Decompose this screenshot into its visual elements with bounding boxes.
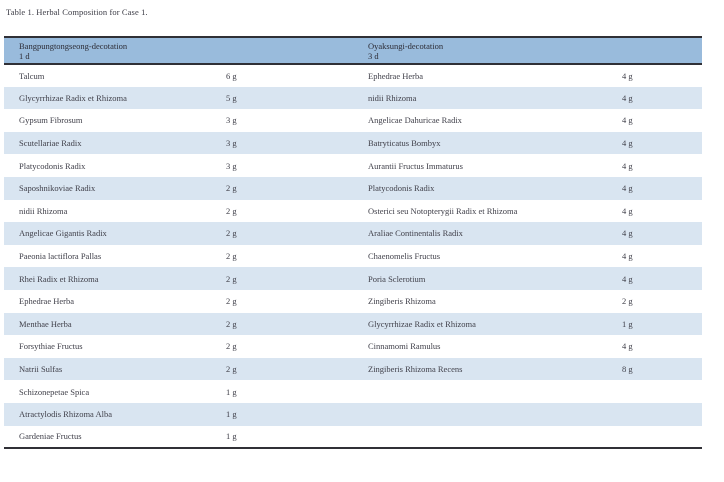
- herb-name-cell: [353, 403, 622, 426]
- herb-name-cell: Saposhnikoviae Radix: [19, 183, 96, 194]
- column-header-right: Oyaksungi-decotation 3 d: [353, 37, 702, 64]
- table-row: Glycyrrhizae Radix et Rhizoma 5 g nidii …: [4, 86, 703, 110]
- decoction-duration-left: 1 d: [19, 50, 30, 61]
- herb-name-cell: Gardeniae Fructus: [19, 431, 82, 442]
- amount-cell: 4 g: [622, 205, 633, 216]
- amount-cell: 4 g: [622, 228, 633, 239]
- herb-name-cell: Schizonepetae Spica: [19, 386, 90, 397]
- amount-cell: 2 g: [226, 296, 237, 307]
- herb-name-cell: Menthae Herba: [19, 318, 72, 329]
- amount-cell: 4 g: [622, 341, 633, 352]
- table-caption: Table 1. Herbal Composition for Case 1.: [6, 7, 148, 17]
- decoction-name-right: Oyaksungi-decotation: [368, 40, 444, 51]
- herb-name-cell: Ephedrae Herba: [19, 296, 74, 307]
- herb-name-cell: Ephedrae Herba: [368, 70, 423, 81]
- amount-cell: 2 g: [226, 205, 237, 216]
- herb-name-cell: Platycodonis Radix: [19, 160, 86, 171]
- table-row: Paeonia lactiflora Pallas 2 g Chaenomeli…: [4, 244, 703, 268]
- herb-name-cell: Aurantii Fructus Immaturus: [368, 160, 463, 171]
- table-row: Ephedrae Herba 2 g Zingiberis Rhizoma 2 …: [4, 289, 703, 313]
- herb-name-cell: Cinnamomi Ramulus: [368, 341, 441, 352]
- table-row: Atractylodis Rhizoma Alba 1 g: [4, 402, 703, 426]
- table-row: Natrii Sulfas 2 g Zingiberis Rhizoma Rec…: [4, 357, 703, 381]
- herb-name-cell: Araliae Continentalis Radix: [368, 228, 463, 239]
- amount-cell: [622, 426, 702, 449]
- amount-cell: 2 g: [226, 341, 237, 352]
- amount-cell: 4 g: [622, 183, 633, 194]
- amount-cell: 2 g: [226, 183, 237, 194]
- herb-name-cell: Forsythiae Fructus: [19, 341, 83, 352]
- amount-cell: 3 g: [226, 115, 237, 126]
- table-row: Gardeniae Fructus 1 g: [4, 425, 703, 449]
- herbal-composition-table: Bangpungtongseong-decotation 1 d Oyaksun…: [4, 36, 703, 450]
- herb-name-cell: Chaenomelis Fructus: [368, 251, 441, 262]
- table-row: Rhei Radix et Rhizoma 2 g Poria Scleroti…: [4, 267, 703, 290]
- amount-cell: 4 g: [622, 70, 633, 81]
- amount-cell: 1 g: [226, 431, 237, 442]
- herb-name-cell: Rhei Radix et Rhizoma: [19, 273, 99, 284]
- herb-name-cell: Platycodonis Radix: [368, 183, 435, 194]
- herb-name-cell: Natrii Sulfas: [19, 364, 63, 375]
- column-header-left: Bangpungtongseong-decotation 1 d: [4, 37, 353, 64]
- amount-cell: 4 g: [622, 138, 633, 149]
- herb-name-cell: Angelicae Dahuricae Radix: [368, 115, 462, 126]
- amount-cell: 1 g: [226, 386, 237, 397]
- amount-cell: 4 g: [622, 273, 633, 284]
- amount-cell: 2 g: [226, 318, 237, 329]
- amount-cell: 2 g: [226, 273, 237, 284]
- table-header-row: Bangpungtongseong-decotation 1 d Oyaksun…: [4, 37, 703, 64]
- herb-name-cell: [353, 426, 622, 449]
- herb-name-cell: Osterici seu Notopterygii Radix et Rhizo…: [368, 205, 518, 216]
- amount-cell: 3 g: [226, 160, 237, 171]
- amount-cell: 4 g: [622, 115, 633, 126]
- decoction-name-left: Bangpungtongseong-decotation: [19, 40, 128, 51]
- amount-cell: 5 g: [226, 92, 237, 103]
- amount-cell: [622, 380, 702, 403]
- amount-cell: 2 g: [226, 228, 237, 239]
- herb-name-cell: nidii Rhizoma: [368, 92, 417, 103]
- herb-name-cell: Zingiberis Rhizoma: [368, 296, 436, 307]
- herb-name-cell: Poria Sclerotium: [368, 273, 426, 284]
- amount-cell: 4 g: [622, 251, 633, 262]
- herb-name-cell: Gypsum Fibrosum: [19, 115, 83, 126]
- amount-cell: 2 g: [622, 296, 633, 307]
- table-row: Saposhnikoviae Radix 2 g Platycodonis Ra…: [4, 176, 703, 200]
- table-row: Menthae Herba 2 g Glycyrrhizae Radix et …: [4, 312, 703, 336]
- herb-name-cell: Glycyrrhizae Radix et Rhizoma: [368, 318, 476, 329]
- amount-cell: 1 g: [622, 318, 633, 329]
- amount-cell: 8 g: [622, 364, 633, 375]
- table-row: nidii Rhizoma 2 g Osterici seu Notoptery…: [4, 199, 703, 223]
- amount-cell: 3 g: [226, 138, 237, 149]
- amount-cell: 2 g: [226, 251, 237, 262]
- amount-cell: 1 g: [226, 409, 237, 420]
- amount-cell: [622, 403, 702, 426]
- herb-name-cell: Scutellariae Radix: [19, 138, 82, 149]
- table-row: Talcum 6 g Ephedrae Herba 4 g: [4, 64, 703, 87]
- herb-name-cell: Zingiberis Rhizoma Recens: [368, 364, 463, 375]
- herb-name-cell: Paeonia lactiflora Pallas: [19, 251, 102, 262]
- herb-name-cell: Batryticatus Bombyx: [368, 138, 441, 149]
- amount-cell: 4 g: [622, 160, 633, 171]
- herb-name-cell: Atractylodis Rhizoma Alba: [19, 409, 113, 420]
- amount-cell: 6 g: [226, 70, 237, 81]
- amount-cell: 4 g: [622, 92, 633, 103]
- table-row: Forsythiae Fructus 2 g Cinnamomi Ramulus…: [4, 335, 703, 358]
- herb-name-cell: nidii Rhizoma: [19, 205, 68, 216]
- herb-name-cell: Talcum: [19, 70, 45, 81]
- table-row: Angelicae Gigantis Radix 2 g Araliae Con…: [4, 222, 703, 245]
- herb-name-cell: Glycyrrhizae Radix et Rhizoma: [19, 92, 127, 103]
- table-row: Platycodonis Radix 3 g Aurantii Fructus …: [4, 154, 703, 177]
- table-row: Scutellariae Radix 3 g Batryticatus Bomb…: [4, 131, 703, 155]
- table-row: Schizonepetae Spica 1 g: [4, 380, 703, 403]
- table-row: Gypsum Fibrosum 3 g Angelicae Dahuricae …: [4, 109, 703, 132]
- herb-name-cell: [353, 380, 622, 403]
- decoction-duration-right: 3 d: [368, 50, 379, 61]
- amount-cell: 2 g: [226, 364, 237, 375]
- herb-name-cell: Angelicae Gigantis Radix: [19, 228, 107, 239]
